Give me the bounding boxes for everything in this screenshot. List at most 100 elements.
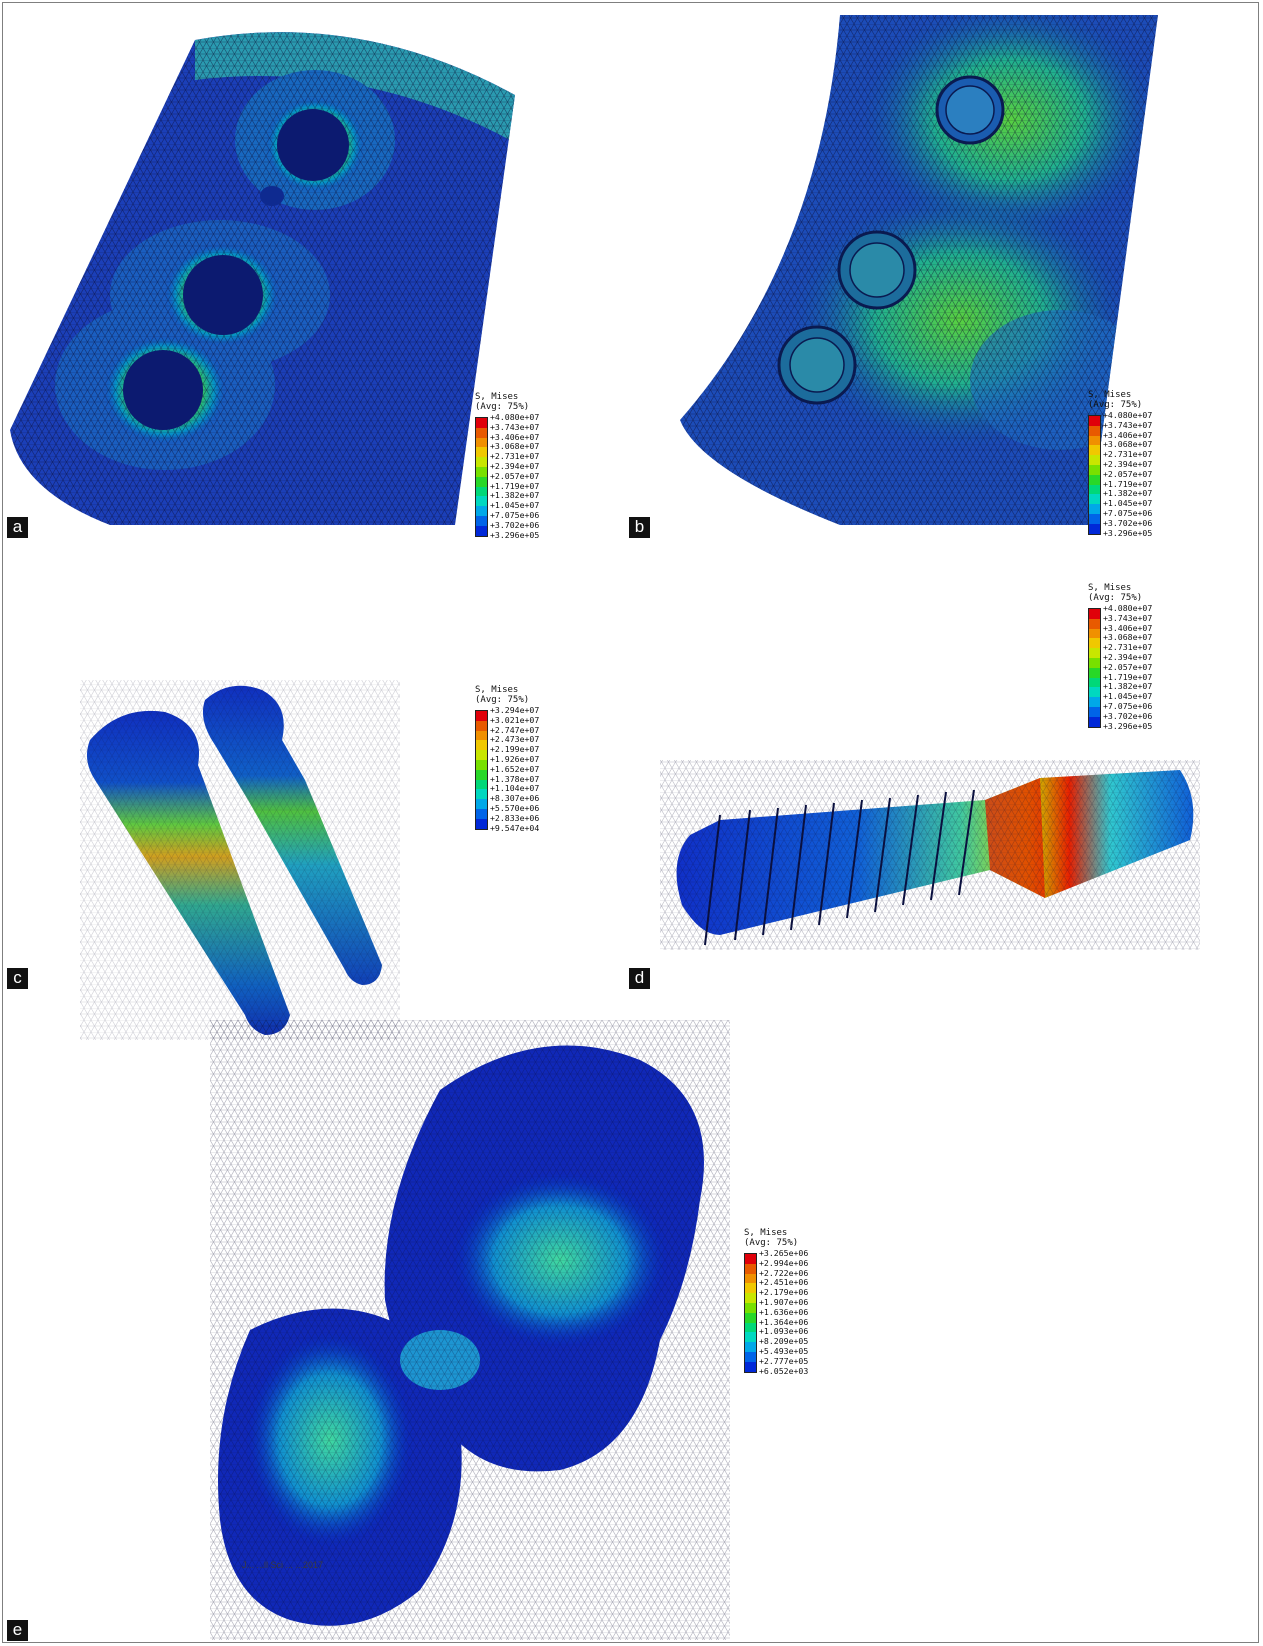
legend-swatch: [745, 1283, 756, 1294]
legend-value: +3.702e+06: [490, 519, 540, 530]
legend-swatch: [476, 496, 487, 507]
legend-swatch: [1089, 667, 1100, 678]
legend-swatch: [745, 1312, 756, 1323]
legend-value: +2.394e+07: [1103, 651, 1153, 662]
legend-swatch: [745, 1322, 756, 1333]
legend-swatch: [1089, 638, 1100, 649]
legend-swatch: [1089, 464, 1100, 475]
legend-value: +3.296e+05: [490, 529, 540, 540]
legend-value: +1.636e+06: [759, 1306, 809, 1317]
legend-swatch: [745, 1342, 756, 1352]
legend-value: +9.547e+04: [490, 822, 540, 833]
legend-swatch: [476, 779, 487, 790]
legend-swatch: [1089, 677, 1100, 688]
legend-swatch: [1089, 609, 1100, 619]
legend-value: +3.743e+07: [1103, 612, 1153, 623]
legend-value: +8.209e+05: [759, 1336, 809, 1347]
legend-value: +1.382e+07: [1103, 488, 1153, 499]
legend-value: +7.075e+06: [490, 509, 540, 520]
legend-value: +3.296e+05: [1103, 720, 1153, 731]
legend-swatch: [1089, 435, 1100, 446]
legend-swatch: [1089, 513, 1100, 524]
legend-value: +5.570e+06: [490, 802, 540, 813]
legend-value: +1.093e+06: [759, 1326, 809, 1337]
legend-swatch: [476, 750, 487, 760]
legend-value: +2.473e+07: [490, 734, 540, 745]
legend-value: +1.926e+07: [490, 753, 540, 764]
legend-swatch: [1089, 648, 1100, 658]
legend-swatch: [1089, 494, 1100, 505]
legend-swatch: [1089, 628, 1100, 639]
legend-value: +2.179e+06: [759, 1287, 809, 1298]
legend-value: +1.382e+07: [490, 490, 540, 501]
legend-value: +3.265e+06: [759, 1248, 809, 1258]
legend-value: +1.045e+07: [490, 500, 540, 511]
legend-value: +3.021e+07: [490, 714, 540, 725]
panel-label-e: e: [7, 1620, 28, 1641]
legend-panel-a: S, Mises (Avg: 75%) +4.080e+07 +3.743e+07 +…: [475, 392, 539, 539]
legend-swatch: [476, 711, 487, 721]
legend-value: +2.057e+07: [490, 470, 540, 481]
legend-value: +4.080e+07: [490, 412, 540, 422]
legend-value: +2.057e+07: [1103, 661, 1153, 672]
legend-swatch: [1089, 484, 1100, 495]
legend-swatch: [476, 740, 487, 751]
legend-swatch: [1089, 687, 1100, 698]
legend-title: S, Mises (Avg: 75%): [475, 392, 530, 412]
legend-swatch: [1089, 455, 1100, 465]
panel-label-d: d: [629, 968, 650, 989]
legend-value: +3.294e+07: [490, 705, 540, 715]
panel-label-a: a: [7, 517, 28, 538]
legend-value: +2.833e+06: [490, 812, 540, 823]
legend-value: +2.394e+07: [1103, 458, 1153, 469]
legend-swatch: [476, 769, 487, 780]
legend-title: S, Mises (Avg: 75%): [744, 1228, 799, 1248]
legend-swatch: [476, 730, 487, 741]
legend-swatch: [745, 1351, 756, 1362]
legend-swatch: [1089, 706, 1100, 717]
legend-value: +2.994e+06: [759, 1257, 809, 1268]
legend-value: +6.052e+03: [759, 1365, 809, 1376]
legend-value: +1.104e+07: [490, 783, 540, 794]
legend-value: +3.068e+07: [490, 441, 540, 452]
legend-swatch: [1089, 618, 1100, 629]
legend-swatch: [745, 1302, 756, 1313]
legend-swatch: [745, 1332, 756, 1343]
legend-swatch: [476, 506, 487, 516]
legend-value: +1.364e+06: [759, 1316, 809, 1327]
legend-value: +3.743e+07: [1103, 419, 1153, 430]
legend-value: +3.406e+07: [490, 431, 540, 442]
legend-value: +3.068e+07: [1103, 632, 1153, 643]
legend-value: +2.451e+06: [759, 1277, 809, 1288]
legend-swatch: [476, 457, 487, 467]
legend-value: +3.296e+05: [1103, 527, 1153, 538]
legend-value: +1.378e+07: [490, 773, 540, 784]
panel-c-model: [80, 680, 400, 1040]
legend-swatch: [476, 808, 487, 819]
legend-value: +1.719e+07: [490, 480, 540, 491]
legend-swatch: [476, 799, 487, 809]
panel-d-model: [660, 760, 1200, 950]
legend-value: +7.075e+06: [1103, 507, 1153, 518]
legend-swatch: [476, 486, 487, 497]
legend-swatch: [745, 1273, 756, 1284]
legend-swatch: [1089, 657, 1100, 668]
legend-value: +1.652e+07: [490, 763, 540, 774]
legend-swatch: [476, 476, 487, 487]
legend-value: +2.777e+05: [759, 1355, 809, 1366]
panel-label-c: c: [7, 968, 28, 989]
legend-swatch: [1089, 425, 1100, 436]
watermark-text: J... ...ll Sci ... ...2017: [242, 1560, 324, 1570]
legend-value: +3.702e+06: [1103, 710, 1153, 721]
legend-panel-b: S, Mises (Avg: 75%) +4.080e+07 +3.743e+07 +…: [1088, 390, 1152, 537]
legend-value: +1.045e+07: [1103, 691, 1153, 702]
legend-swatch: [476, 720, 487, 731]
legend-swatch: [476, 447, 487, 458]
panel-e-model: [210, 1020, 730, 1640]
legend-panel-c: S, Mises (Avg: 75%) +3.294e+07 +3.021e+07 +…: [475, 685, 539, 832]
legend-value: +2.731e+07: [1103, 449, 1153, 460]
legend-swatch: [1089, 416, 1100, 426]
legend-swatch: [476, 818, 487, 829]
legend-value: +4.080e+07: [1103, 603, 1153, 613]
